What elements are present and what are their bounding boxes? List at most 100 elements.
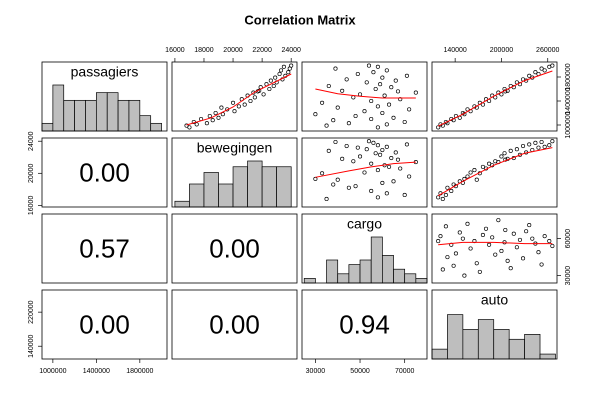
- point: [527, 73, 532, 78]
- point: [402, 119, 407, 125]
- histogram-bar: [63, 99, 75, 132]
- point: [404, 142, 409, 147]
- point: [457, 230, 462, 235]
- point: [331, 118, 336, 123]
- point: [436, 239, 441, 244]
- panel-frame: [301, 213, 428, 284]
- point: [483, 226, 489, 231]
- panel-frame: [171, 289, 298, 360]
- histogram-bar: [41, 122, 54, 132]
- histogram-bar: [85, 99, 97, 132]
- point: [313, 176, 318, 181]
- point: [527, 142, 532, 147]
- p-value: 0.57: [79, 233, 130, 263]
- point: [375, 168, 380, 173]
- point: [460, 236, 465, 241]
- point: [375, 125, 380, 130]
- histogram-bar: [218, 183, 234, 208]
- point: [204, 121, 209, 126]
- histogram-bar: [493, 329, 510, 360]
- point: [369, 188, 374, 194]
- point: [340, 156, 345, 161]
- point: [402, 192, 407, 198]
- point: [378, 82, 383, 87]
- point: [324, 196, 329, 202]
- point: [252, 95, 257, 100]
- panel-frame: [171, 137, 298, 208]
- point: [355, 71, 360, 77]
- point: [375, 195, 380, 200]
- point: [277, 71, 282, 77]
- point: [335, 105, 340, 110]
- point: [508, 266, 513, 271]
- p-value: 0.00: [79, 157, 130, 187]
- point: [391, 179, 396, 184]
- histogram-bar: [261, 166, 278, 208]
- smooth-line: [438, 241, 553, 246]
- histogram-bar: [477, 319, 495, 360]
- point: [281, 64, 286, 69]
- point: [289, 63, 294, 68]
- y-tick-label: 30000: [565, 266, 572, 286]
- point: [474, 177, 479, 182]
- point: [499, 154, 504, 159]
- point: [320, 100, 325, 105]
- point: [550, 243, 555, 249]
- point: [326, 148, 331, 153]
- point: [366, 63, 372, 68]
- point: [362, 170, 367, 175]
- point: [384, 122, 389, 127]
- y-tick-label: 20000: [28, 163, 35, 183]
- point: [384, 68, 389, 73]
- point: [413, 90, 418, 95]
- point: [477, 269, 482, 274]
- point: [369, 116, 374, 122]
- point: [355, 145, 360, 150]
- point: [503, 227, 508, 233]
- point: [520, 256, 526, 261]
- point: [364, 80, 369, 85]
- point: [505, 258, 510, 263]
- point: [384, 144, 389, 149]
- chart-title: Correlation Matrix: [244, 12, 356, 27]
- panel-frame: [431, 289, 558, 360]
- point: [514, 245, 519, 250]
- y-tick-label: 140000: [28, 334, 35, 357]
- x-tick-label: 1400000: [83, 368, 110, 375]
- histogram-bar: [524, 334, 541, 360]
- point: [230, 100, 236, 105]
- point: [351, 95, 356, 100]
- point: [468, 170, 473, 175]
- histogram-bar: [462, 329, 479, 360]
- smooth-line: [437, 70, 553, 127]
- point: [445, 255, 450, 260]
- point: [331, 182, 336, 187]
- point: [542, 234, 547, 239]
- point: [232, 109, 237, 114]
- point: [320, 171, 325, 176]
- panel-frame: [171, 213, 298, 284]
- p-value: 0.00: [209, 309, 260, 339]
- histogram-bar: [415, 278, 428, 284]
- point: [351, 159, 356, 164]
- point: [373, 151, 378, 156]
- point: [453, 251, 458, 256]
- point: [344, 77, 349, 82]
- point: [375, 143, 380, 148]
- smooth-line: [315, 88, 416, 99]
- point: [261, 92, 266, 97]
- point: [324, 123, 329, 128]
- histogram-bar: [139, 115, 152, 132]
- panel-frame: [431, 137, 558, 208]
- point: [487, 242, 492, 247]
- histogram-bar: [276, 166, 292, 208]
- panel-frame: [41, 289, 168, 360]
- point: [462, 273, 467, 278]
- panel-frame: [171, 61, 298, 132]
- point: [438, 234, 443, 239]
- histogram-bar: [52, 84, 65, 132]
- histogram-bar: [431, 348, 448, 360]
- point: [333, 66, 338, 71]
- smooth-line: [437, 147, 553, 197]
